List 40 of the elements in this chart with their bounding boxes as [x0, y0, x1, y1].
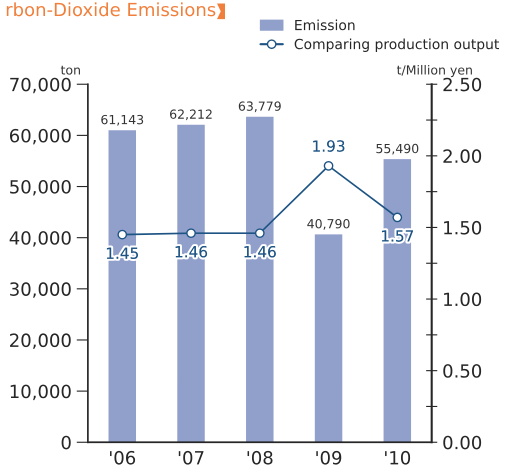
y-tick-label: 10,000	[10, 384, 71, 400]
y2-tick-label: 2.00	[443, 149, 482, 163]
x-tick-label: '06	[110, 450, 136, 465]
y-tick-label: 0	[62, 436, 71, 450]
y-tick-label: 70,000	[10, 78, 71, 94]
bar	[107, 128, 138, 442]
point	[324, 161, 334, 171]
y-tick-label: 60,000	[10, 128, 71, 144]
y-axis-title: ton	[60, 66, 80, 75]
data-label: 40,790	[307, 218, 350, 230]
legend-label: Comparing production output	[294, 38, 499, 52]
y2-tick-label: 1.00	[444, 292, 482, 306]
y2-axis-title: t/Million yen	[396, 64, 472, 78]
data-label: 61,143	[101, 114, 144, 126]
x-tick-label: '07	[178, 450, 204, 465]
data-label: 62,212	[170, 109, 212, 120]
y2-tick-label: 0.50	[443, 364, 482, 378]
point	[117, 230, 128, 240]
y-tick-label: 20,000	[10, 333, 71, 349]
bar	[176, 123, 206, 442]
point	[254, 228, 265, 238]
y2-tick-label: 1.50	[444, 220, 482, 235]
x-tick-label: '08	[248, 450, 273, 465]
y-tick-label: 30,000	[10, 282, 71, 298]
data-label: 1.93	[313, 140, 344, 152]
bar	[313, 232, 344, 442]
point	[392, 212, 402, 222]
y-tick-label: 50,000	[10, 180, 71, 196]
legend-label: Emission	[295, 20, 354, 30]
data-label: 63,779	[238, 101, 281, 112]
y2-tick-label: 0.00	[443, 436, 482, 450]
chart-title: rbon-Dioxide Emissions	[6, 2, 216, 16]
point	[186, 228, 196, 238]
y-tick-label: 40,000	[10, 231, 71, 247]
x-tick-label: '10	[385, 450, 410, 465]
y2-tick-label: 2.50	[443, 78, 482, 92]
data-label: 55,490	[376, 144, 418, 155]
bar	[244, 115, 275, 442]
bar	[382, 158, 412, 442]
x-tick-label: '09	[316, 450, 342, 465]
